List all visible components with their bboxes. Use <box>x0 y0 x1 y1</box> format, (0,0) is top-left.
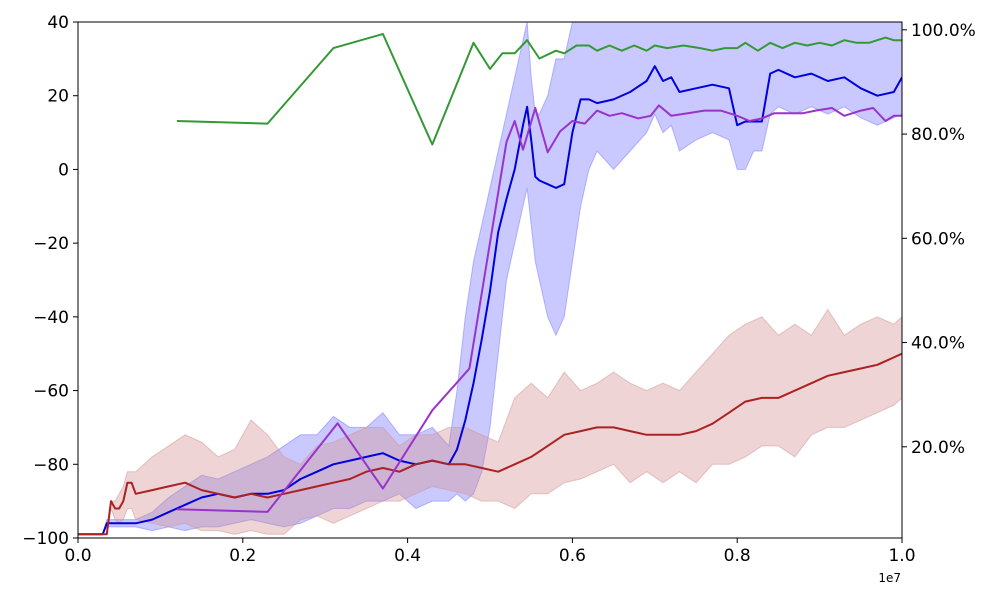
y-left-tick-label: 0 <box>58 160 69 180</box>
y-left-tick-label: −100 <box>22 529 69 549</box>
x-tick-label: 0.8 <box>724 546 751 566</box>
x-tick-label: 0.6 <box>559 546 586 566</box>
x-multiplier-label: 1e7 <box>878 571 901 585</box>
y-left-tick-label: −40 <box>33 308 69 328</box>
y-right-tick-label: 40.0% <box>911 334 965 354</box>
y-right-tick-label: 60.0% <box>911 229 965 249</box>
series-2-line <box>176 33 902 146</box>
y-right-tick-label: 100.0% <box>911 21 976 41</box>
y-left-tick-label: 20 <box>47 87 69 107</box>
x-tick-label: 0.0 <box>64 546 91 566</box>
x-tick-label: 0.4 <box>394 546 421 566</box>
series-1-band <box>78 308 902 535</box>
y-right-tick-label: 80.0% <box>911 125 965 145</box>
plot-frame <box>77 21 903 539</box>
y-left-tick-label: −60 <box>33 382 69 402</box>
x-tick-label: 0.2 <box>229 546 256 566</box>
y-left-tick-label: −80 <box>33 455 69 475</box>
y-left-tick-label: −20 <box>33 234 69 254</box>
series-3-line <box>176 104 902 513</box>
x-tick-label: 1.0 <box>888 546 915 566</box>
series-0-line <box>78 65 902 536</box>
y-left-tick-label: 40 <box>47 13 69 33</box>
series-1-line <box>78 352 902 536</box>
y-right-tick-label: 20.0% <box>911 438 965 458</box>
series-0-band <box>78 22 902 535</box>
